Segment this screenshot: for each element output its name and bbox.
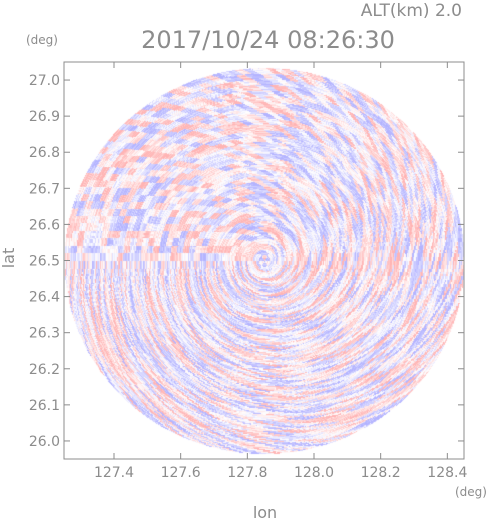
- x-tick-label: 128.2: [361, 465, 401, 481]
- y-tick-label: 26.5: [29, 254, 60, 270]
- y-tick-label: 26.9: [29, 109, 60, 125]
- y-tick-label: 26.0: [29, 434, 60, 450]
- x-tick-label: 128.0: [294, 465, 334, 481]
- x-tick-label: 127.6: [161, 465, 201, 481]
- x-tick-label: 127.8: [227, 465, 267, 481]
- y-tick-label: 26.3: [29, 326, 60, 342]
- plot-area: [64, 62, 464, 459]
- x-tick-label: 127.4: [94, 465, 134, 481]
- y-tick-label: 26.4: [29, 290, 60, 306]
- y-tick-label: 26.1: [29, 398, 60, 414]
- y-tick-label: 26.6: [29, 217, 60, 233]
- y-axis-title: lat: [0, 248, 18, 269]
- x-axis-title: lon: [253, 503, 277, 521]
- y-tick-label: 26.8: [29, 145, 60, 161]
- y-unit-label: (deg): [26, 33, 58, 47]
- heatmap-field: [64, 62, 464, 459]
- x-unit-label: (deg): [455, 485, 487, 499]
- x-tick-label: 128.4: [427, 465, 467, 481]
- y-tick-label: 27.0: [29, 73, 60, 89]
- altitude-label: ALT(km) 2.0: [361, 1, 462, 21]
- y-tick-label: 26.2: [29, 362, 60, 378]
- y-axis: 26.0 26.1 26.2 26.3 26.4 26.5 26.6 26.7 26.8 26.9…: [29, 73, 464, 450]
- y-tick-label: 26.7: [29, 181, 60, 197]
- x-axis: 127.4 127.6 127.8 128.0 128.2 128.4: [94, 62, 467, 481]
- chart-title: 2017/10/24 08:26:30: [141, 26, 395, 54]
